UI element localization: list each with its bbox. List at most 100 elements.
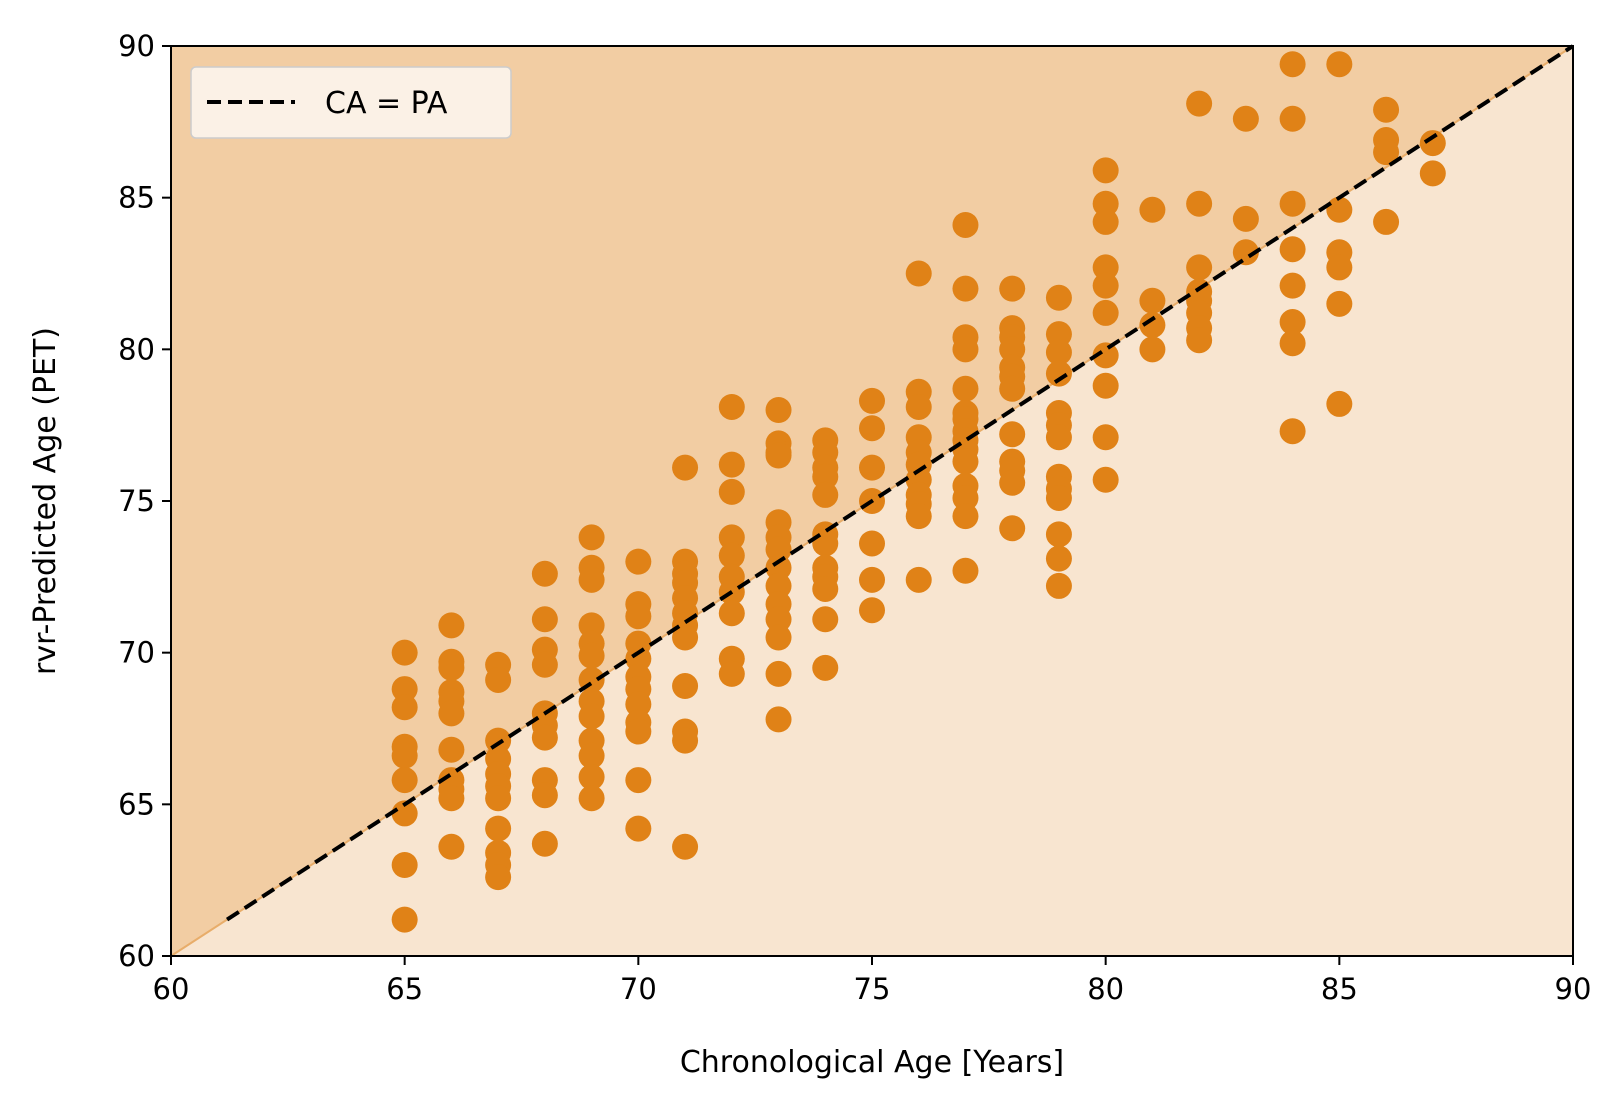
data-point — [1092, 272, 1119, 299]
data-point — [391, 852, 418, 878]
data-point — [1279, 272, 1306, 299]
data-point — [1045, 284, 1072, 311]
data-point — [578, 785, 605, 812]
data-point — [999, 275, 1026, 302]
data-point — [718, 660, 745, 687]
data-point — [1092, 372, 1119, 399]
data-point — [905, 393, 932, 420]
data-point — [952, 375, 979, 402]
data-point — [1186, 190, 1213, 217]
data-point — [672, 673, 699, 700]
data-point — [1045, 521, 1072, 548]
data-point — [905, 566, 932, 593]
data-point — [672, 727, 699, 754]
data-point — [531, 560, 558, 587]
data-point — [1326, 290, 1353, 317]
data-point — [1092, 424, 1119, 451]
data-point — [952, 275, 979, 302]
data-point — [718, 600, 745, 627]
data-point — [1139, 196, 1166, 223]
x-tick-label: 65 — [386, 972, 423, 1006]
data-point — [765, 397, 792, 423]
x-tick-label: 70 — [620, 972, 657, 1006]
data-point — [672, 454, 699, 481]
data-point — [952, 503, 979, 530]
scatter-points — [391, 51, 1446, 933]
data-point — [999, 515, 1026, 542]
data-point — [1279, 105, 1306, 132]
data-point — [859, 566, 885, 593]
data-point — [1139, 336, 1166, 363]
data-point — [531, 651, 558, 678]
data-point — [1139, 287, 1166, 314]
data-point — [1326, 196, 1353, 223]
data-point — [578, 566, 605, 593]
data-point — [1326, 254, 1353, 281]
data-point — [625, 603, 652, 630]
data-point — [672, 624, 699, 651]
data-point — [578, 612, 605, 639]
data-point — [1045, 572, 1072, 599]
data-point — [1186, 90, 1213, 117]
data-point — [391, 906, 418, 933]
data-point — [1373, 96, 1400, 123]
y-axis: 60 65 70 75 80 85 90 — [118, 29, 171, 973]
data-point — [1279, 330, 1306, 357]
identity-line — [225, 44, 1575, 922]
data-point — [812, 606, 839, 633]
data-point — [531, 724, 558, 751]
data-point — [438, 612, 465, 639]
data-point — [1045, 484, 1072, 511]
data-point — [905, 503, 932, 530]
data-point — [859, 530, 885, 557]
data-point — [438, 833, 465, 860]
data-point — [485, 666, 512, 693]
data-point — [1092, 157, 1119, 184]
y-tick-label: 80 — [118, 332, 155, 366]
data-point — [952, 484, 979, 511]
data-point — [1326, 390, 1353, 417]
data-point — [1139, 312, 1166, 339]
x-tick-label: 80 — [1087, 972, 1124, 1006]
data-point — [391, 694, 418, 721]
data-point — [438, 700, 465, 727]
data-point — [578, 703, 605, 730]
data-point — [1092, 254, 1119, 281]
data-point — [1045, 321, 1072, 348]
data-point — [812, 575, 839, 602]
data-point — [1092, 208, 1119, 235]
y-tick-label: 60 — [118, 939, 155, 973]
data-point — [1373, 139, 1400, 166]
data-point — [1232, 205, 1259, 232]
data-point — [718, 478, 745, 505]
data-point — [531, 606, 558, 633]
data-point — [578, 742, 605, 769]
legend-label: CA = PA — [325, 86, 448, 121]
data-point — [905, 260, 932, 287]
x-axis: 60 65 70 75 80 85 90 — [153, 956, 1591, 1006]
data-point — [531, 782, 558, 809]
data-point — [1045, 339, 1072, 366]
data-point — [1419, 130, 1446, 157]
data-point — [859, 454, 885, 481]
data-point — [391, 767, 418, 794]
data-point — [1373, 208, 1400, 235]
data-point — [438, 736, 465, 763]
data-point — [1279, 51, 1306, 78]
data-point — [1326, 51, 1353, 78]
data-point — [952, 557, 979, 584]
data-point — [1092, 342, 1119, 369]
data-point — [578, 524, 605, 551]
data-point — [765, 706, 792, 733]
data-point — [999, 469, 1026, 496]
data-point — [1279, 236, 1306, 263]
x-tick-label: 85 — [1321, 972, 1358, 1006]
data-point — [438, 785, 465, 812]
data-point — [672, 833, 699, 860]
data-point — [1279, 418, 1306, 445]
data-point — [812, 481, 839, 508]
data-point — [625, 645, 652, 672]
data-point — [812, 530, 839, 557]
data-point — [485, 815, 512, 842]
